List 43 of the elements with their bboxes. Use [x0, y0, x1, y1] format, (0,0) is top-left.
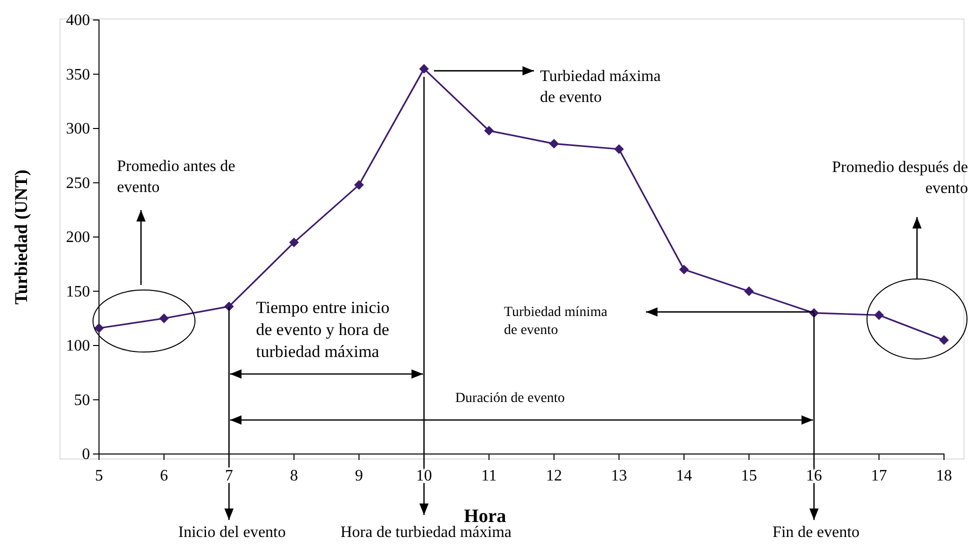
- x-axis-title: Hora: [464, 506, 507, 527]
- y-tick-label: 250: [66, 174, 90, 192]
- x-tick-label: 8: [290, 468, 298, 485]
- point: [159, 314, 169, 324]
- y-tick-label: 150: [66, 283, 90, 300]
- annotation: Turbiedad máxima de evento: [540, 68, 661, 106]
- text: Hora de turbiedad máxima: [340, 524, 512, 541]
- y-axis-title: Turbiedad (UNT): [11, 170, 31, 304]
- x-tick-label: 18: [936, 468, 952, 485]
- point: [874, 310, 884, 320]
- y-tick-label: 350: [66, 66, 90, 84]
- x-tick-label: 15: [741, 468, 757, 485]
- x-tick-label: 12: [546, 468, 562, 485]
- point: [679, 264, 689, 274]
- y-tick-label: 400: [66, 12, 90, 30]
- text: Inicio del evento: [178, 524, 286, 541]
- point: [94, 323, 104, 333]
- point: [484, 126, 494, 136]
- x-tick-label: 5: [95, 468, 103, 485]
- annotation: Tiempo entre inicio de evento y hora de turbiedad máxima: [256, 298, 390, 362]
- y-tick-label: 50: [74, 392, 90, 409]
- x-tick-label: 14: [676, 468, 692, 485]
- text: Fin de evento: [772, 524, 860, 541]
- x-tick-label: 11: [481, 468, 497, 485]
- point: [419, 64, 429, 74]
- annotation: Promedio antes de evento: [117, 158, 236, 196]
- y-tick-label: 0: [82, 446, 90, 464]
- annotation: Duración de evento: [455, 391, 565, 406]
- x-tick-label: 17: [871, 468, 887, 485]
- y-tick-label: 200: [66, 229, 90, 246]
- x-tick-label: 6: [160, 468, 168, 485]
- x-tick-label: 9: [355, 468, 363, 485]
- y-tick-label: 300: [66, 120, 90, 138]
- y-tick-label: 100: [66, 338, 90, 355]
- x-tick-label: 13: [611, 468, 627, 485]
- point: [939, 335, 949, 345]
- annotation: Promedio después de evento: [832, 159, 968, 197]
- annotation: Turbiedad mínima de evento: [504, 305, 608, 338]
- point: [549, 138, 559, 149]
- point: [744, 286, 754, 296]
- point: [289, 238, 299, 248]
- point: [614, 144, 624, 154]
- point: [354, 180, 364, 190]
